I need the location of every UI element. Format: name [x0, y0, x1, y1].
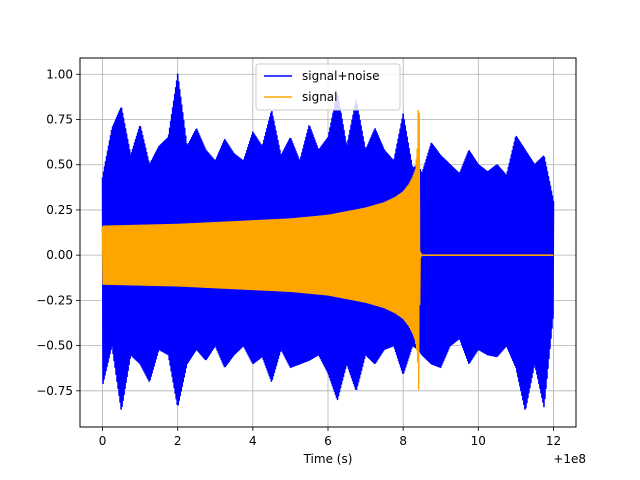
x-offset-label: +1e8 — [553, 452, 586, 466]
y-tick-label: 0.75 — [46, 113, 73, 127]
series-layer — [101, 73, 555, 410]
y-tick-label: −0.75 — [36, 384, 73, 398]
legend-label: signal — [302, 90, 338, 104]
x-tick-label: 4 — [249, 434, 257, 448]
y-tick-label: −0.50 — [36, 339, 73, 353]
y-tick-label: 1.00 — [46, 67, 73, 81]
series-line-signal-noise — [101, 73, 555, 410]
y-tick-label: 0.50 — [46, 158, 73, 172]
x-tick-label: 10 — [471, 434, 486, 448]
x-tick-label: 0 — [99, 434, 107, 448]
x-tick-label: 8 — [399, 434, 407, 448]
x-axis-label: Time (s) — [303, 452, 353, 466]
y-tick-label: −0.25 — [36, 293, 73, 307]
legend: signal+noise signal — [255, 63, 401, 111]
legend-label: signal+noise — [302, 69, 379, 83]
x-tick-label: 6 — [324, 434, 332, 448]
y-tick-label: 0.25 — [46, 203, 73, 217]
x-tick-label: 12 — [546, 434, 561, 448]
ticks: 0 2 4 6 8 10 12 −0.75 −0.50 −0.25 0.00 0.25 0.50 0.75… — [36, 67, 561, 448]
y-tick-label: 0.00 — [46, 248, 73, 262]
x-tick-label: 2 — [174, 434, 182, 448]
